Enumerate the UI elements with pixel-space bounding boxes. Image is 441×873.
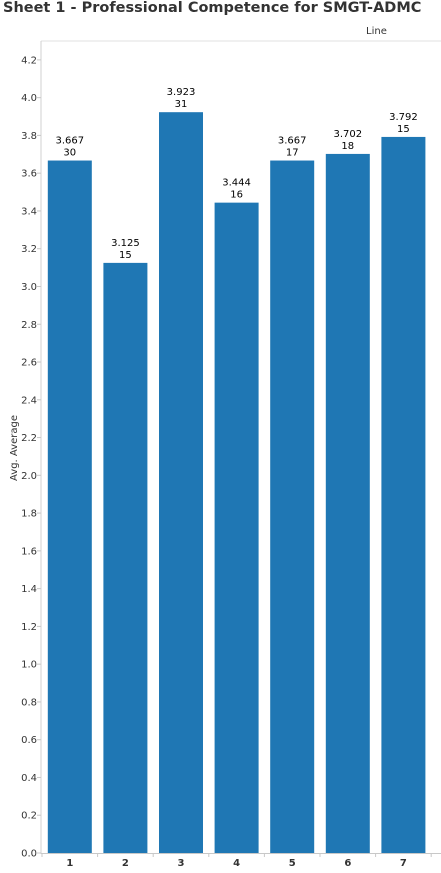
bar-value-label: 3.923 [167,87,196,98]
bar-2[interactable] [103,262,148,853]
bar-value-label: 3.667 [55,136,84,147]
y-tick-label: 4.0 [21,93,37,104]
sheet-title: Sheet 1 - Professional Competence for SM… [3,0,422,16]
y-tick-label: 0.6 [21,735,37,746]
y-tick-label: 4.2 [21,55,37,66]
bar-count-label: 31 [175,99,188,110]
x-tick-label-5: 5 [289,858,296,869]
bar-count-label: 30 [63,148,76,159]
y-tick-label: 3.0 [21,282,37,293]
y-tick-label: 1.0 [21,660,37,671]
y-axis-title: Avg. Average [9,415,20,481]
y-tick-label: 1.6 [21,546,37,557]
bar-1[interactable] [47,160,92,853]
y-tick-label: 2.8 [21,320,37,331]
x-tick-label-1: 1 [66,858,73,869]
y-tick-label: 1.4 [21,584,37,595]
bar-value-label: 3.667 [278,136,307,147]
bar-7[interactable] [381,136,426,853]
y-tick-label: 0.4 [21,773,37,784]
bar-count-label: 15 [397,124,410,135]
x-tick-label-6: 6 [344,858,351,869]
bar-value-label: 3.125 [111,238,140,249]
bar-4[interactable] [214,202,259,853]
y-tick-label: 1.2 [21,622,37,633]
x-tick-label-2: 2 [122,858,129,869]
bar-count-label: 18 [341,141,354,152]
y-tick-label: 1.8 [21,509,37,520]
bar-3[interactable] [159,112,203,853]
bars: 3.667303.125153.923313.444163.667173.702… [47,87,426,854]
x-tick-label-3: 3 [178,858,185,869]
x-tick-label-4: 4 [233,858,240,869]
y-tick-label: 2.0 [21,471,37,482]
bar-count-label: 16 [230,190,243,201]
bar-count-label: 15 [119,250,132,261]
bar-count-label: 17 [286,148,299,159]
column-header-line: Line [366,26,387,37]
x-axis: 1 2 3 4 5 6 7 [41,853,441,869]
y-tick-label: 3.2 [21,244,37,255]
bar-value-label: 3.792 [389,112,418,123]
y-tick-label: 0.0 [21,849,37,860]
y-tick-label: 3.8 [21,131,37,142]
y-tick-label: 3.6 [21,169,37,180]
bar-value-label: 3.702 [333,129,362,140]
y-tick-label: 2.4 [21,395,37,406]
y-tick-label: 2.6 [21,358,37,369]
y-tick-label: 0.8 [21,697,37,708]
x-tick-label-7: 7 [400,858,407,869]
bar-6[interactable] [325,153,370,854]
y-axis: 0.0 0.2 0.4 0.6 0.8 1.0 1.2 1.4 1.6 1.8 2.0 2.2 2.4 2… [21,41,42,860]
bar-5[interactable] [270,160,315,853]
y-tick-label: 3.4 [21,206,37,217]
y-tick-label: 0.2 [21,811,37,822]
bar-value-label: 3.444 [222,178,251,189]
y-tick-label: 2.2 [21,433,37,444]
